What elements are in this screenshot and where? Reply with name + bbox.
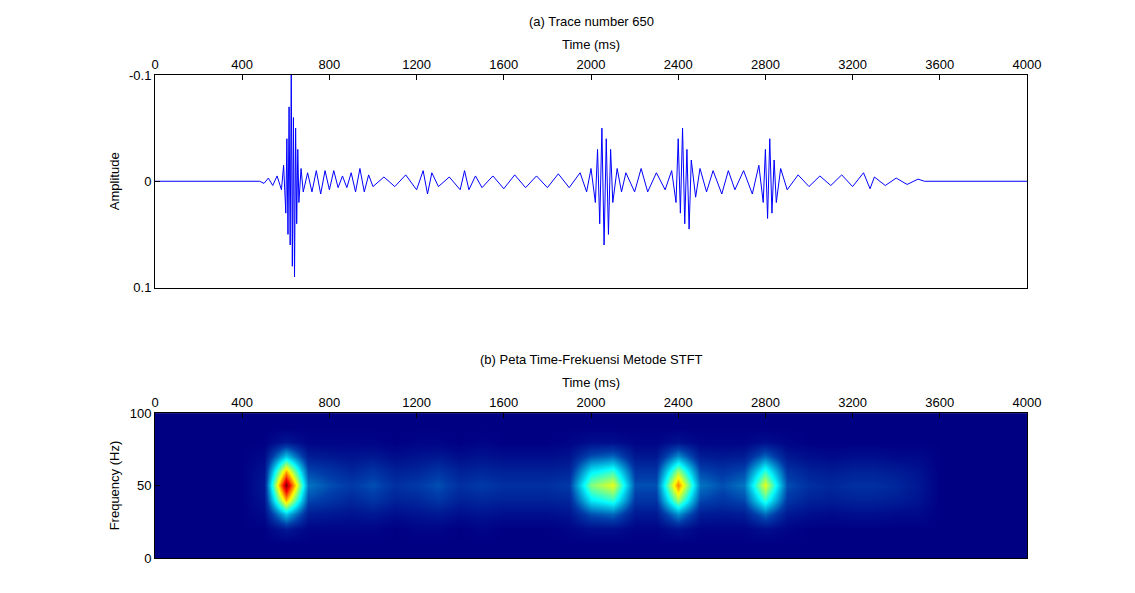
svg-text:0: 0 xyxy=(151,395,158,410)
svg-text:Time (ms): Time (ms) xyxy=(562,37,620,52)
svg-text:2800: 2800 xyxy=(751,57,780,72)
svg-text:1600: 1600 xyxy=(489,57,518,72)
svg-text:3200: 3200 xyxy=(838,57,867,72)
svg-text:400: 400 xyxy=(231,395,253,410)
svg-text:400: 400 xyxy=(231,57,253,72)
svg-text:50: 50 xyxy=(137,478,151,493)
svg-text:-0.1: -0.1 xyxy=(129,68,151,83)
svg-text:0: 0 xyxy=(151,57,158,72)
svg-text:3200: 3200 xyxy=(838,395,867,410)
svg-text:4000: 4000 xyxy=(1013,395,1042,410)
svg-text:(b) Peta Time-Frekuensi Metode: (b) Peta Time-Frekuensi Metode STFT xyxy=(480,352,703,367)
svg-text:1200: 1200 xyxy=(402,395,431,410)
svg-text:2800: 2800 xyxy=(751,395,780,410)
svg-text:2000: 2000 xyxy=(577,395,606,410)
svg-text:0.1: 0.1 xyxy=(133,280,151,295)
svg-text:1600: 1600 xyxy=(489,395,518,410)
svg-text:800: 800 xyxy=(319,395,341,410)
svg-text:Amplitude: Amplitude xyxy=(107,152,122,210)
svg-text:3600: 3600 xyxy=(925,395,954,410)
svg-text:Time (ms): Time (ms) xyxy=(562,375,620,390)
svg-text:0: 0 xyxy=(144,174,151,189)
svg-text:2400: 2400 xyxy=(664,395,693,410)
svg-text:3600: 3600 xyxy=(925,57,954,72)
svg-text:1200: 1200 xyxy=(402,57,431,72)
svg-text:4000: 4000 xyxy=(1013,57,1042,72)
svg-text:0: 0 xyxy=(144,551,151,566)
svg-text:800: 800 xyxy=(319,57,341,72)
svg-text:2400: 2400 xyxy=(664,57,693,72)
svg-text:2000: 2000 xyxy=(577,57,606,72)
svg-text:100: 100 xyxy=(130,406,152,421)
svg-text:(a) Trace number 650: (a) Trace number 650 xyxy=(529,14,654,29)
svg-text:Frequency (Hz): Frequency (Hz) xyxy=(107,441,122,531)
